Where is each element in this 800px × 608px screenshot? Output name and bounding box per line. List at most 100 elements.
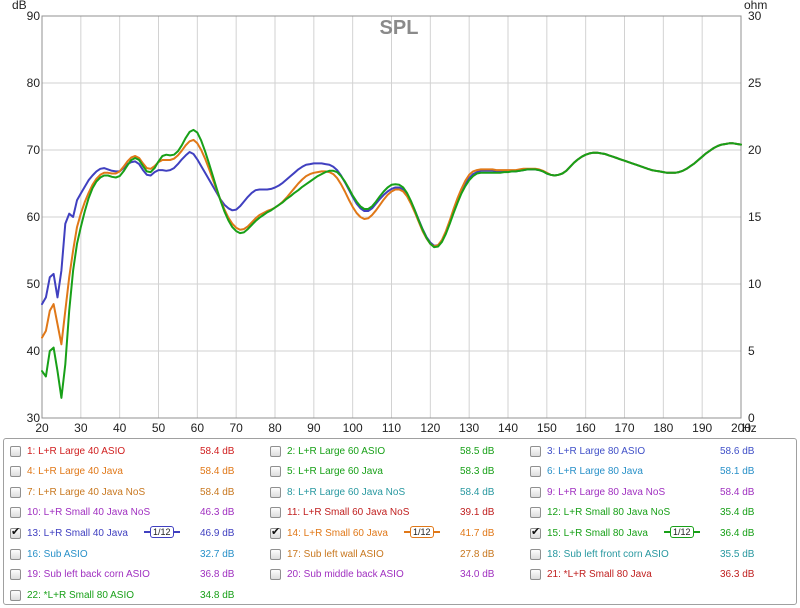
x-tick-label: 140: [498, 421, 518, 435]
legend-item: 18: Sub left front corn ASIO 35.5 dB: [530, 544, 780, 564]
smoothing-line-right: [693, 531, 700, 534]
smoothing-badge[interactable]: 1/12: [664, 526, 700, 539]
legend-item: 4: L+R Large 40 Java 58.4 dB: [10, 462, 260, 482]
legend-checkbox[interactable]: [530, 527, 541, 539]
smoothing-line-left: [664, 531, 670, 534]
legend-checkbox[interactable]: [10, 527, 21, 539]
legend-label: 15: L+R Small 80 Java: [547, 527, 648, 539]
y-tick-label-right: 25: [748, 76, 762, 90]
x-tick-label: 160: [576, 421, 596, 435]
legend-label: 3: L+R Large 80 ASIO: [547, 445, 646, 457]
smoothing-badge[interactable]: 1/12: [144, 526, 180, 539]
y-tick-label-right: 5: [748, 344, 755, 358]
x-tick-label: 20: [35, 421, 49, 435]
y-tick-label-left: 80: [27, 76, 41, 90]
legend-item: 20: Sub middle back ASIO 34.0 dB: [270, 565, 520, 585]
smoothing-label: 1/12: [410, 526, 434, 539]
legend-label: 6: L+R Large 80 Java: [547, 466, 643, 478]
legend-value: 27.8 dB: [460, 548, 495, 560]
y-tick-label-left: 50: [27, 277, 41, 291]
legend-item: 16: Sub ASIO 32.7 dB: [10, 544, 260, 564]
legend-value: 36.3 dB: [720, 569, 755, 581]
x-tick-label: 90: [307, 421, 321, 435]
x-tick-label: 170: [614, 421, 634, 435]
y-axis-label-right: ohm: [744, 0, 767, 12]
legend-checkbox[interactable]: [270, 548, 281, 560]
legend-item: 19: Sub left back corn ASIO 36.8 dB: [10, 565, 260, 585]
legend-value: 35.4 dB: [720, 507, 755, 519]
legend-item: 6: L+R Large 80 Java 58.1 dB: [530, 462, 780, 482]
series-line-3: [41, 128, 742, 399]
legend-checkbox[interactable]: [270, 445, 281, 457]
legend-value: 58.4 dB: [200, 466, 235, 478]
legend-checkbox[interactable]: [10, 486, 21, 498]
legend-label: 20: Sub middle back ASIO: [287, 569, 404, 581]
legend-checkbox[interactable]: [10, 466, 21, 478]
legend-value: 58.4 dB: [720, 486, 755, 498]
legend-value: 58.4 dB: [200, 486, 235, 498]
legend-checkbox[interactable]: [10, 589, 21, 601]
x-tick-label: 40: [113, 421, 127, 435]
smoothing-line-left: [144, 531, 150, 534]
legend-item: 15: L+R Small 80 Java 1/12 36.4 dB: [530, 523, 780, 543]
y-tick-label-right: 30: [748, 9, 762, 23]
legend-item: 13: L+R Small 40 Java 1/12 46.9 dB: [10, 523, 260, 543]
y-axis-label-left: dB: [12, 0, 27, 12]
legend-checkbox[interactable]: [270, 569, 281, 581]
x-tick-label: 30: [74, 421, 88, 435]
legend-item: 10: L+R Small 40 Java NoS 46.3 dB: [10, 503, 260, 523]
legend-label: 1: L+R Large 40 ASIO: [27, 445, 126, 457]
legend-item: 7: L+R Large 40 Java NoS 58.4 dB: [10, 482, 260, 502]
legend-value: 58.6 dB: [720, 445, 755, 457]
y-tick-label-left: 60: [27, 210, 41, 224]
legend-checkbox[interactable]: [270, 486, 281, 498]
x-tick-label: 190: [692, 421, 712, 435]
legend-value: 58.4 dB: [200, 445, 235, 457]
legend-checkbox[interactable]: [530, 466, 541, 478]
legend-value: 35.5 dB: [720, 548, 755, 560]
y-tick-label-left: 30: [27, 411, 41, 425]
legend-checkbox[interactable]: [270, 466, 281, 478]
legend-label: 22: *L+R Small 80 ASIO: [27, 589, 135, 601]
y-tick-label-left: 70: [27, 143, 41, 157]
x-tick-label: 70: [229, 421, 243, 435]
legend-value: 58.4 dB: [460, 486, 495, 498]
legend-value: 46.3 dB: [200, 507, 235, 519]
legend-checkbox[interactable]: [530, 507, 541, 519]
legend-label: 19: Sub left back corn ASIO: [27, 569, 150, 581]
smoothing-label: 1/12: [670, 526, 694, 539]
legend-item: 14: L+R Small 60 Java 1/12 41.7 dB: [270, 523, 520, 543]
legend-checkbox[interactable]: [10, 569, 21, 581]
x-tick-label: 110: [382, 421, 401, 435]
smoothing-badge[interactable]: 1/12: [404, 526, 440, 539]
legend-checkbox[interactable]: [270, 527, 281, 539]
legend-value: 36.8 dB: [200, 569, 235, 581]
x-tick-label: 50: [152, 421, 166, 435]
legend-checkbox[interactable]: [270, 507, 281, 519]
legend-item: 9: L+R Large 80 Java NoS 58.4 dB: [530, 482, 780, 502]
legend-label: 17: Sub left wall ASIO: [287, 548, 384, 560]
legend-label: 10: L+R Small 40 Java NoS: [27, 507, 151, 519]
legend-value: 39.1 dB: [460, 507, 495, 519]
legend-checkbox[interactable]: [530, 486, 541, 498]
legend-item: 8: L+R Large 60 Java NoS 58.4 dB: [270, 482, 520, 502]
y-tick-label-left: 40: [27, 344, 41, 358]
y-tick-label-left: 90: [27, 9, 41, 23]
x-tick-label: 60: [191, 421, 205, 435]
legend-label: 9: L+R Large 80 Java NoS: [547, 486, 666, 498]
legend-checkbox[interactable]: [10, 548, 21, 560]
x-tick-label: 180: [653, 421, 673, 435]
measurement-legend: 1: L+R Large 40 ASIO 58.4 dB 2: L+R Large …: [3, 438, 797, 605]
x-unit-label: Hz: [742, 421, 757, 435]
y-tick-label-right: 10: [748, 277, 762, 291]
legend-label: 8: L+R Large 60 Java NoS: [287, 486, 406, 498]
legend-checkbox[interactable]: [530, 548, 541, 560]
legend-value: 58.5 dB: [460, 445, 495, 457]
x-tick-label: 200: [731, 421, 751, 435]
spl-chart-svg: 20 30 40 50 60 70 80 90 100 110 120 130 140 150 160 170…: [12, 0, 767, 435]
legend-checkbox[interactable]: [10, 507, 21, 519]
legend-checkbox[interactable]: [530, 569, 541, 581]
legend-checkbox[interactable]: [10, 445, 21, 457]
legend-checkbox[interactable]: [530, 445, 541, 457]
legend-item: 2: L+R Large 60 ASIO 58.5 dB: [270, 441, 520, 461]
